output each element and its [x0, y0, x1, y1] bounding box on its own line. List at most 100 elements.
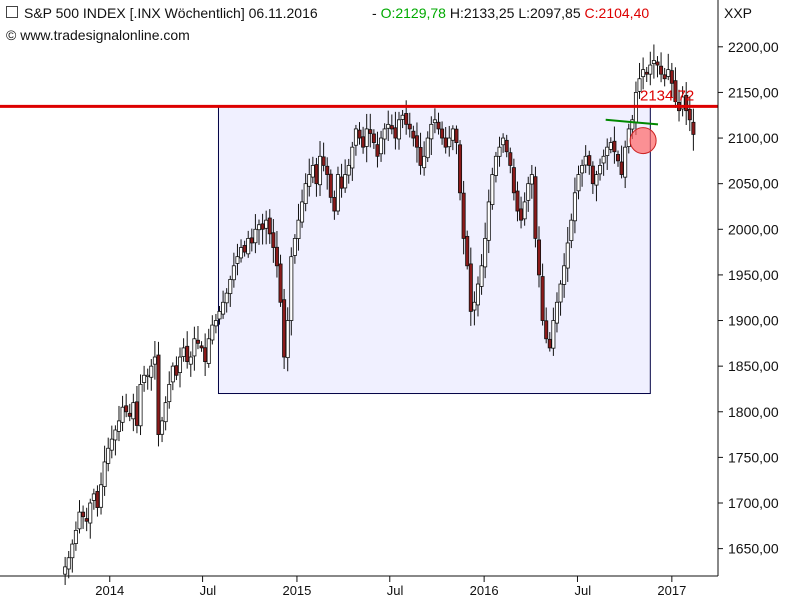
candle	[278, 254, 283, 307]
candle	[522, 192, 527, 226]
candle-body	[493, 155, 498, 176]
candle-body	[256, 224, 261, 231]
window-square-icon[interactable]	[6, 3, 18, 19]
candle-body	[565, 242, 570, 269]
candle-body	[414, 135, 419, 148]
candle-body	[418, 147, 423, 166]
candle	[289, 247, 294, 336]
candle	[648, 51, 653, 86]
candle	[134, 385, 139, 434]
candle-body	[580, 165, 585, 174]
candle-body	[644, 71, 649, 75]
candle	[379, 130, 384, 162]
close-value: C:2104,40	[584, 5, 650, 21]
candle-body	[332, 197, 337, 212]
axes: 2200,00 2150,00 2100,00 2050,00 2000,00 1950,…	[0, 0, 779, 598]
candle	[210, 315, 215, 345]
y-tick-label: 2050,00	[728, 176, 779, 192]
candle-body	[601, 155, 606, 164]
candle-body	[292, 238, 297, 256]
highlight-marker	[629, 127, 657, 155]
candle	[142, 365, 147, 392]
candle	[493, 151, 498, 183]
x-tick-label: 2014	[95, 583, 124, 598]
candle-body	[274, 246, 279, 267]
candle	[335, 166, 340, 215]
candle	[343, 159, 348, 193]
candle	[669, 62, 674, 98]
candle	[235, 243, 240, 276]
candle	[149, 359, 154, 391]
candle	[472, 291, 477, 326]
candle	[537, 226, 542, 288]
candle-body	[325, 165, 330, 175]
candle-body	[145, 374, 150, 377]
candle-body	[662, 74, 667, 80]
candle	[307, 158, 312, 197]
candle	[63, 556, 68, 585]
candle-body	[116, 420, 121, 432]
candle	[407, 112, 412, 138]
candle-body	[598, 165, 603, 175]
candle-body	[296, 219, 301, 239]
candle	[124, 393, 129, 418]
candle	[239, 239, 244, 263]
candle	[641, 57, 646, 90]
y-tick-label: 1900,00	[728, 313, 779, 329]
candle-body	[364, 128, 369, 147]
candle	[274, 230, 279, 278]
candle-body	[192, 338, 197, 357]
candle	[655, 56, 660, 78]
candle	[605, 138, 610, 170]
candle	[544, 307, 549, 344]
candle	[174, 356, 179, 381]
candle	[246, 230, 251, 258]
candle-body	[271, 232, 276, 248]
x-tick-label: 2015	[282, 583, 311, 598]
candle	[526, 176, 531, 212]
candle-body	[221, 301, 226, 315]
low-value: L:2097,85	[518, 5, 581, 21]
candle-body	[124, 405, 129, 413]
candles	[63, 44, 696, 585]
candle-body	[350, 146, 355, 169]
candle	[203, 333, 208, 377]
candle-body	[318, 155, 323, 186]
candle-body	[239, 247, 244, 259]
candle-body	[264, 219, 269, 229]
candle	[389, 114, 394, 135]
candle	[163, 396, 168, 431]
candle-body	[587, 155, 592, 166]
candle-body	[368, 129, 373, 134]
candle-body	[450, 128, 455, 141]
candle	[188, 351, 193, 377]
candle-body	[684, 94, 689, 112]
symbol-label: XXP	[724, 5, 753, 21]
candle	[565, 226, 570, 282]
candle-body	[562, 265, 567, 285]
candle	[181, 338, 186, 362]
candle	[282, 288, 287, 370]
y-tick-label: 2000,00	[728, 221, 779, 237]
x-tick-label: Jul	[387, 583, 404, 598]
candle-body	[289, 256, 294, 321]
candle-body	[285, 320, 290, 359]
candle-body	[231, 265, 236, 281]
x-tick-label: Jul	[574, 583, 591, 598]
candle	[479, 254, 484, 295]
candle-body	[228, 279, 233, 295]
candle-body	[666, 69, 671, 77]
range-box	[217, 105, 651, 395]
candle-body	[253, 228, 258, 244]
candle-body	[583, 155, 588, 166]
candle-body	[497, 146, 502, 157]
candle	[127, 403, 132, 422]
y-tick-label: 2200,00	[728, 39, 779, 55]
candle-body	[156, 354, 161, 435]
candle-body	[691, 121, 696, 135]
candle	[84, 507, 89, 532]
candle	[397, 111, 402, 150]
candle-body	[278, 263, 283, 303]
candle-body	[88, 502, 93, 524]
